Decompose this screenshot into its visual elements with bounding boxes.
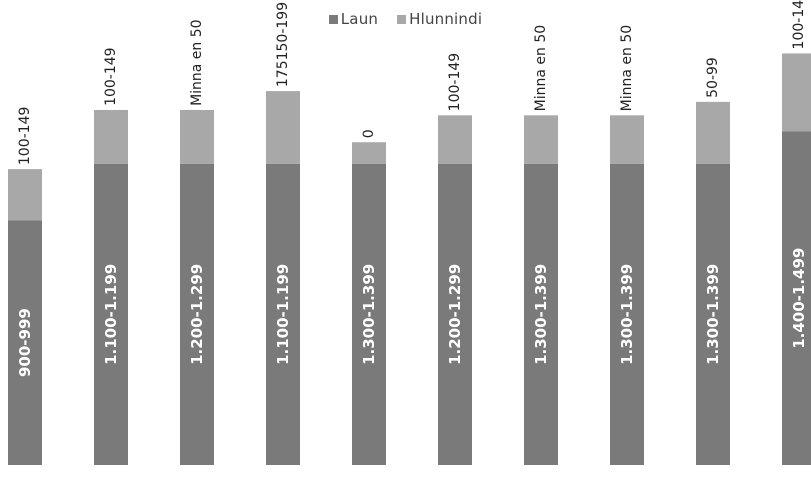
bar-laun — [524, 163, 558, 465]
bar-hlunnindi — [266, 91, 300, 164]
legend-label-laun: Laun — [340, 10, 379, 28]
bar-hlunnindi — [438, 115, 472, 164]
bar-hlunnindi — [8, 169, 42, 221]
chart-legend: Laun Hlunnindi — [0, 10, 811, 28]
data-label-hlunnindi: 100-149 — [447, 53, 463, 112]
data-label-laun: 1.100-1.199 — [274, 264, 292, 365]
data-label-hlunnindi: 100-149 — [17, 107, 33, 166]
bar-group: 1.300-1.399 50-99 — [696, 57, 730, 465]
bar-laun — [352, 163, 386, 465]
bar-laun — [8, 220, 42, 465]
bar-laun — [438, 163, 472, 465]
legend-swatch-hlunnindi — [397, 15, 407, 24]
data-label-laun: 1.400-1.499 — [790, 248, 808, 349]
data-label-hlunnindi: Minna en 50 — [189, 19, 205, 106]
bar-group: 1.100-1.199 100-149 — [94, 47, 128, 465]
data-label-laun: 1.200-1.299 — [188, 264, 206, 365]
bar-hlunnindi — [524, 115, 558, 164]
bar-hlunnindi — [94, 109, 128, 164]
data-label-hlunnindi: 50-99 — [705, 57, 721, 98]
bar-group: 900-999 100-149 — [8, 107, 42, 465]
legend-item-hlunnindi: Hlunnindi — [397, 10, 482, 28]
bar-laun — [180, 163, 214, 465]
bar-group: 1.300-1.399 Minna en 50 — [610, 25, 644, 465]
data-label-laun: 900-999 — [16, 308, 34, 377]
bar-group: 1.100-1.199 175150-199 — [266, 2, 300, 465]
data-label-laun: 1.300-1.399 — [532, 264, 550, 365]
data-label-laun: 1.300-1.399 — [704, 264, 722, 365]
legend-item-laun: Laun — [328, 10, 379, 28]
bar-laun — [610, 163, 644, 465]
bar-laun — [94, 163, 128, 465]
data-label-hlunnindi: 175150-199 — [275, 2, 291, 87]
data-label-laun: 1.200-1.299 — [446, 264, 464, 365]
bar-hlunnindi — [696, 101, 730, 164]
data-label-laun: 1.100-1.199 — [102, 264, 120, 365]
bar-laun — [696, 163, 730, 465]
data-label-hlunnindi: 100-149 — [791, 0, 807, 49]
bar-hlunnindi — [610, 115, 644, 164]
data-label-hlunnindi: Minna en 50 — [619, 25, 635, 112]
data-label-hlunnindi: Minna en 50 — [533, 25, 549, 112]
bar-group: 1.300-1.399 Minna en 50 — [524, 25, 558, 465]
bar-laun — [266, 163, 300, 465]
data-label-hlunnindi: 100-149 — [103, 47, 119, 106]
legend-swatch-laun — [328, 15, 338, 24]
bar-group: 1.400-1.499 100-149 — [782, 0, 811, 466]
bar-hlunnindi — [352, 142, 386, 164]
bar-group: 1.200-1.299 100-149 — [438, 53, 472, 465]
bar-group: 1.200-1.299 Minna en 50 — [180, 19, 214, 465]
legend-label-hlunnindi: Hlunnindi — [409, 10, 483, 28]
data-label-laun: 1.300-1.399 — [360, 264, 378, 365]
data-label-hlunnindi: 0 — [361, 129, 377, 138]
bar-laun — [782, 131, 811, 466]
data-label-laun: 1.300-1.399 — [618, 264, 636, 365]
bar-hlunnindi — [782, 53, 811, 132]
bar-group: 1.300-1.399 0 — [352, 129, 386, 465]
bar-hlunnindi — [180, 109, 214, 164]
